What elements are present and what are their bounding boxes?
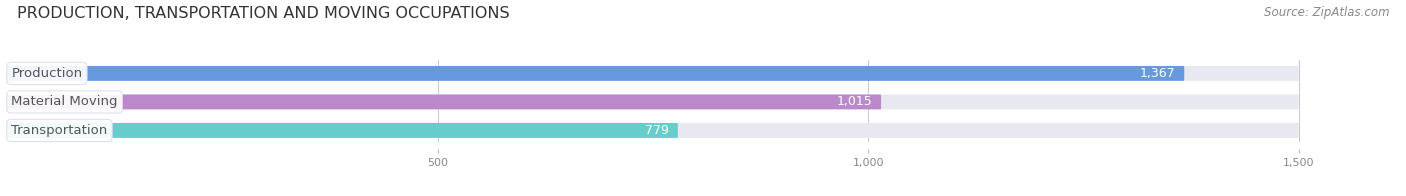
FancyBboxPatch shape xyxy=(7,94,1299,109)
Text: Material Moving: Material Moving xyxy=(11,95,118,108)
FancyBboxPatch shape xyxy=(7,66,1299,81)
Text: PRODUCTION, TRANSPORTATION AND MOVING OCCUPATIONS: PRODUCTION, TRANSPORTATION AND MOVING OC… xyxy=(17,6,509,21)
FancyBboxPatch shape xyxy=(7,123,678,138)
Text: Transportation: Transportation xyxy=(11,124,108,137)
Text: Source: ZipAtlas.com: Source: ZipAtlas.com xyxy=(1264,6,1389,19)
Text: 1,367: 1,367 xyxy=(1140,67,1175,80)
FancyBboxPatch shape xyxy=(7,66,1184,81)
FancyBboxPatch shape xyxy=(7,123,1299,138)
FancyBboxPatch shape xyxy=(7,94,882,109)
Text: 779: 779 xyxy=(645,124,669,137)
Text: 1,015: 1,015 xyxy=(837,95,873,108)
Text: Production: Production xyxy=(11,67,83,80)
